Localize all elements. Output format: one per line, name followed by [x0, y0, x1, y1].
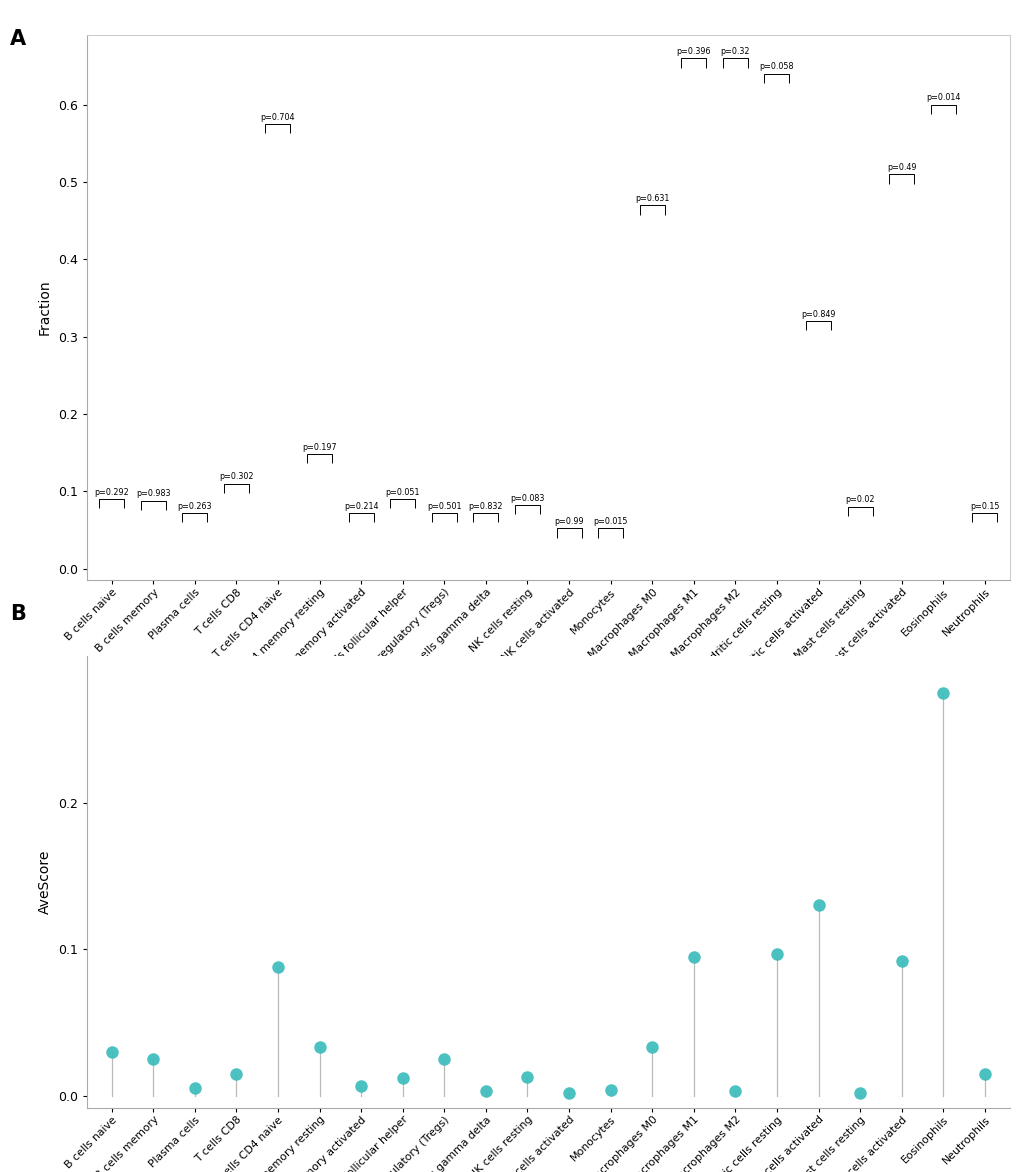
Text: p=0.051: p=0.051 [385, 488, 420, 497]
Text: p=0.058: p=0.058 [759, 62, 794, 71]
Text: p=0.49: p=0.49 [887, 163, 915, 172]
Y-axis label: Fraction: Fraction [38, 280, 52, 335]
Text: p=0.631: p=0.631 [635, 193, 668, 203]
Text: B: B [10, 604, 26, 624]
Text: p=0.832: p=0.832 [468, 502, 502, 511]
Text: p=0.263: p=0.263 [177, 502, 212, 511]
Text: p=0.292: p=0.292 [94, 488, 128, 497]
Text: p=0.02: p=0.02 [845, 496, 874, 504]
Text: p=0.983: p=0.983 [136, 489, 170, 498]
Text: p=0.704: p=0.704 [261, 113, 294, 122]
Text: p=0.015: p=0.015 [593, 517, 628, 526]
Text: p=0.396: p=0.396 [676, 47, 710, 56]
Text: p=0.15: p=0.15 [969, 502, 999, 511]
Text: p=0.302: p=0.302 [219, 472, 254, 482]
Text: p=0.99: p=0.99 [553, 517, 583, 526]
Y-axis label: AveScore: AveScore [38, 850, 52, 914]
Text: p=0.083: p=0.083 [510, 493, 544, 503]
Text: p=0.849: p=0.849 [801, 309, 835, 319]
Text: p=0.501: p=0.501 [427, 502, 461, 511]
Text: p=0.014: p=0.014 [925, 94, 960, 102]
Text: p=0.214: p=0.214 [343, 502, 378, 511]
Text: p=0.32: p=0.32 [719, 47, 749, 56]
Text: A: A [10, 29, 26, 49]
Text: p=0.197: p=0.197 [302, 443, 336, 452]
